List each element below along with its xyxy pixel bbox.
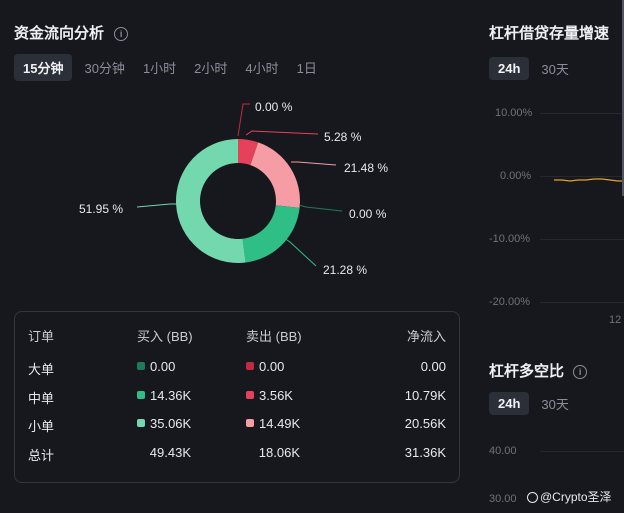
net-total: 31.36K: [404, 445, 446, 460]
donut-segment-small-sell[interactable]: [250, 142, 301, 208]
tab-2h[interactable]: 2小时: [194, 61, 228, 76]
donut-segments: [175, 139, 301, 263]
leader-small-sell: [291, 161, 337, 166]
tab-4h[interactable]: 4小时: [245, 61, 279, 76]
info-icon[interactable]: i: [573, 365, 588, 380]
gridline: [540, 451, 624, 452]
buy-value: 35.06K: [150, 416, 192, 431]
interval-tabs: 15分钟 30分钟 1小时 2小时 4小时 1日: [14, 54, 323, 81]
swatch-big-buy: [137, 362, 145, 370]
watermark: @Crypto圣泽: [527, 488, 612, 505]
donut-segment-mid-buy[interactable]: [242, 205, 300, 263]
long-short-title-text: 杠杆多空比: [489, 363, 565, 380]
buy-cell: 14.36K: [137, 388, 191, 403]
gridline: [540, 176, 624, 177]
y-tick: -20.00%: [489, 296, 530, 308]
y-tick: 40.00: [489, 445, 517, 457]
gridline: [540, 113, 624, 114]
long-short-title: 杠杆多空比 i: [489, 360, 588, 381]
swatch-mid-buy: [137, 391, 145, 399]
header-sell: 卖出 (BB): [246, 329, 302, 344]
sell-value: 0.00: [259, 359, 285, 374]
gridline: [540, 302, 624, 303]
header-order: 订单: [28, 329, 55, 344]
buy-value: 14.36K: [150, 388, 192, 403]
x-tick: 12: [609, 314, 622, 326]
table-row: 大单 0.00 0.00 0.00: [15, 359, 459, 379]
fund-flow-title: 资金流向分析 i: [14, 22, 129, 43]
leader-big-buy: [298, 204, 343, 212]
sell-cell: 14.49K: [246, 416, 300, 431]
fund-flow-title-text: 资金流向分析: [14, 25, 105, 42]
margin-loan-title: 杠杆借贷存量增速: [489, 25, 610, 42]
leader-big-sell: [237, 103, 250, 137]
row-name: 小单: [28, 419, 55, 434]
table-row-total: 总计 49.43K 18.06K 31.36K: [15, 445, 459, 465]
y-tick: 30.00: [489, 493, 517, 505]
tab-1d[interactable]: 1日: [296, 61, 317, 76]
buy-total: 49.43K: [149, 445, 191, 460]
sell-total: 18.06K: [258, 445, 300, 460]
growth-line-chart: [554, 178, 624, 182]
watermark-text: @Crypto圣泽: [540, 490, 612, 504]
header-buy: 买入 (BB): [137, 329, 193, 344]
swatch-big-sell: [246, 362, 254, 370]
fund-flow-donut: [136, 103, 343, 267]
buy-value: 0.00: [150, 359, 176, 374]
header-net: 净流入: [406, 329, 446, 344]
fund-flow-table: 订单 买入 (BB) 卖出 (BB) 净流入 大单 0.00 0.00 0.00…: [14, 311, 460, 483]
watermark-icon: [527, 492, 538, 503]
sell-cell: 3.56K: [246, 388, 293, 403]
leader-mid-sell: [245, 130, 319, 136]
swatch-mid-sell: [246, 391, 254, 399]
net-value: 20.56K: [404, 416, 446, 431]
leader-mid-buy: [283, 237, 317, 267]
buy-cell: 35.06K: [137, 416, 191, 431]
leader-small-buy: [136, 203, 177, 208]
row-name: 大单: [28, 362, 55, 377]
table-row: 小单 35.06K 14.49K 20.56K: [15, 416, 459, 436]
scrollbar-thumb[interactable]: [622, 0, 624, 196]
net-value: 0.00: [420, 359, 446, 374]
y-tick: 10.00%: [495, 107, 533, 119]
row-name: 中单: [28, 391, 55, 406]
swatch-small-sell: [246, 419, 254, 427]
gridline: [540, 239, 624, 240]
info-icon[interactable]: i: [114, 27, 129, 42]
long-short-tabs: 24h 30天: [489, 390, 575, 417]
sell-value: 14.49K: [259, 416, 301, 431]
tab-1h[interactable]: 1小时: [142, 61, 177, 76]
label-small-sell: 21.48 %: [344, 161, 389, 175]
label-mid-sell: 5.28 %: [324, 130, 362, 144]
sell-cell: 0.00: [246, 359, 284, 374]
row-name: 总计: [28, 448, 55, 463]
tab-24h[interactable]: 24h: [489, 392, 530, 415]
tab-30min[interactable]: 30分钟: [84, 61, 125, 76]
donut-segment-small-buy[interactable]: [175, 139, 246, 263]
growth-line: [554, 178, 624, 182]
net-value: 10.79K: [404, 388, 446, 403]
tab-30d[interactable]: 30天: [541, 397, 569, 412]
label-big-sell: 0.00 %: [255, 100, 293, 114]
donut-segment-mid-sell[interactable]: [238, 139, 259, 166]
table-row: 中单 14.36K 3.56K 10.79K: [15, 388, 459, 408]
label-big-buy: 0.00 %: [349, 207, 387, 221]
tab-24h[interactable]: 24h: [489, 57, 530, 80]
buy-cell: 0.00: [137, 359, 175, 374]
tab-30d[interactable]: 30天: [541, 62, 569, 77]
sell-value: 3.56K: [259, 388, 293, 403]
swatch-small-buy: [137, 419, 145, 427]
label-small-buy: 51.95 %: [79, 202, 124, 216]
margin-loan-tabs: 24h 30天: [489, 55, 575, 82]
table-header: 订单 买入 (BB) 卖出 (BB) 净流入: [15, 326, 459, 346]
label-mid-buy: 21.28 %: [323, 263, 368, 277]
y-tick: -10.00%: [489, 233, 530, 245]
y-tick: 0.00%: [500, 170, 532, 182]
tab-15min[interactable]: 15分钟: [14, 54, 73, 81]
